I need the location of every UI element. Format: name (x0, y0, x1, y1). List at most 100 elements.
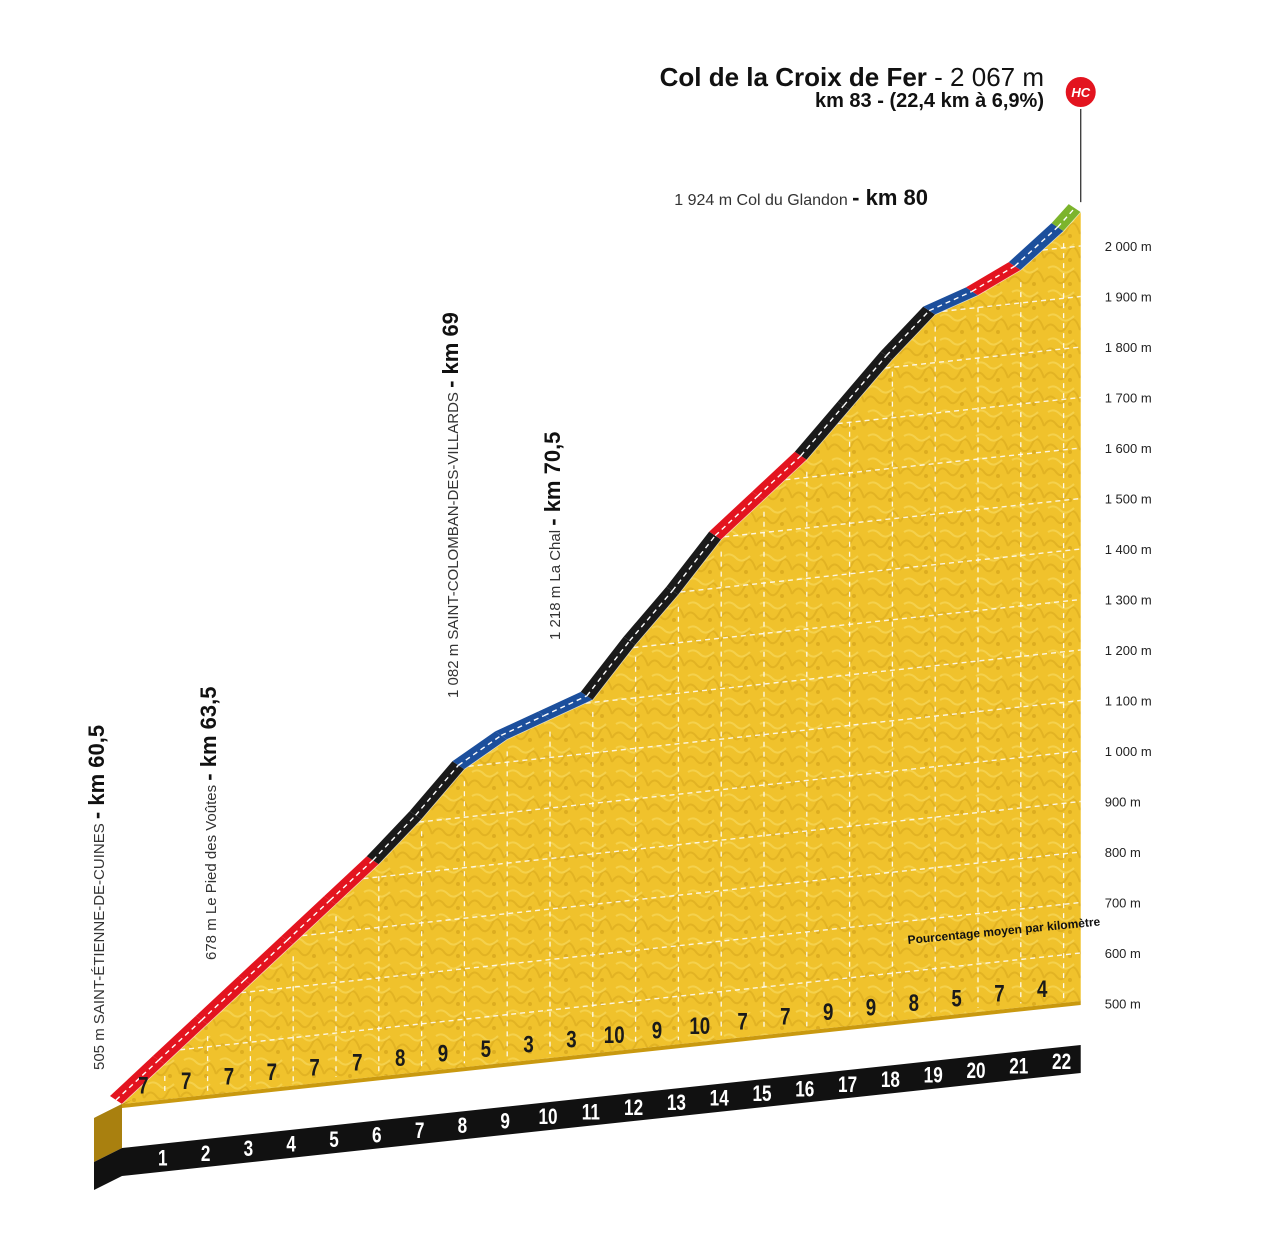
road-centre-dash (800, 405, 845, 457)
y-tick-label: 2 000 m (1105, 239, 1152, 254)
x-tick-label: 1 (158, 1146, 168, 1171)
gridline-1600 (785, 447, 1081, 481)
place-altitude: 1 218 m (547, 582, 564, 640)
place-name: Le Pied des Voûtes (203, 781, 220, 914)
place-km: - km 60,5 (84, 725, 109, 819)
base-km-band (94, 1044, 1081, 1190)
y-tick-label: 1 700 m (1105, 390, 1152, 405)
road-centre-dash (1057, 207, 1076, 228)
y-tick-label: 1 600 m (1105, 441, 1152, 456)
glandon-km: - km 80 (852, 185, 928, 210)
gradient-label: 9 (823, 999, 833, 1026)
place-km: - km 70,5 (540, 432, 565, 526)
road-edge (592, 644, 636, 701)
y-tick-label: 900 m (1105, 794, 1141, 809)
road-edge (635, 594, 679, 646)
x-tick-label: 14 (710, 1087, 729, 1112)
x-tick-label: 22 (1052, 1050, 1071, 1075)
road-centre-dash (843, 355, 887, 407)
road-edge (292, 903, 337, 945)
gradient-label: 7 (994, 981, 1004, 1008)
gridline-1800 (885, 346, 1081, 369)
road-centre-dash (629, 590, 673, 642)
x-tick-label: 4 (286, 1133, 296, 1158)
road-centre-dash (243, 939, 288, 981)
x-tick-label: 15 (752, 1082, 771, 1107)
gradient-label: 5 (481, 1036, 491, 1063)
summit-km: km 83 (814, 90, 872, 113)
gradient-label: 7 (780, 1004, 790, 1031)
hc-badge-label: HC (1071, 85, 1090, 100)
road-edge (164, 1023, 208, 1065)
road-centre-dash (543, 695, 588, 717)
x-tick-label: 9 (500, 1110, 510, 1135)
x-tick-label: 21 (1009, 1054, 1028, 1079)
summit-name: Col de la Croix de Fer (659, 62, 927, 92)
place-km: - km 63,5 (196, 687, 221, 781)
place-name: SAINT-ÉTIENNE-DE-CUINES (91, 819, 108, 1024)
road-centre-dash (286, 899, 331, 941)
road-edge (1020, 230, 1064, 271)
x-tick-label: 10 (538, 1105, 557, 1130)
gradient-label: 3 (566, 1027, 576, 1054)
road-centre-dash (415, 764, 459, 816)
y-tick-label: 1 300 m (1105, 592, 1152, 607)
road-edge (335, 864, 380, 905)
gradient-label: 7 (181, 1068, 191, 1095)
gridline-1100 (468, 699, 1081, 767)
gradient-label: 7 (309, 1054, 319, 1081)
road-edge (977, 269, 1022, 296)
road-centre-dash (158, 1019, 203, 1061)
road-edge (935, 295, 979, 316)
road-edge (464, 739, 508, 770)
y-tick-label: 600 m (1105, 946, 1141, 961)
road-edge (1063, 211, 1082, 232)
road-edge (121, 1063, 166, 1105)
summit-subtitle-line: km 83 - (22,4 km à 6,9%) (660, 91, 1044, 112)
x-tick-label: 3 (244, 1137, 254, 1162)
road-centre-dash (757, 455, 802, 497)
road-segment (409, 761, 465, 820)
gradient-label: 9 (866, 994, 876, 1021)
place-altitude: 1 082 m (445, 640, 462, 698)
road-edge (892, 314, 936, 360)
gridline-600 (180, 952, 1081, 1051)
gridline-800 (302, 851, 1081, 937)
road-edge (849, 359, 893, 410)
gridline-900 (363, 800, 1081, 880)
gradient-label: 9 (652, 1017, 662, 1044)
gradient-label: 4 (1037, 976, 1047, 1003)
road-edge (507, 719, 551, 740)
terrain-area (122, 212, 1081, 1104)
x-tick-label: 12 (624, 1096, 643, 1121)
gradient-label: 8 (909, 990, 919, 1017)
road-centre-dash (714, 495, 759, 537)
place-name: La Chal (547, 526, 564, 582)
gradient-label: 7 (138, 1073, 148, 1100)
road-centre-dash (372, 814, 417, 861)
x-tick-label: 8 (458, 1114, 468, 1139)
y-tick-label: 700 m (1105, 895, 1141, 910)
y-tick-label: 1 000 m (1105, 744, 1152, 759)
road-segment (837, 351, 893, 410)
road-layer (110, 204, 1082, 1105)
gridline-1400 (680, 548, 1081, 593)
x-tick-label: 11 (582, 1100, 600, 1125)
y-tick-label: 1 100 m (1105, 693, 1152, 708)
place-label: 1 082 m SAINT-COLOMBAN-DES-VILLARDS - km… (438, 312, 463, 698)
gradient-label: 3 (523, 1031, 533, 1058)
road-edge (207, 983, 251, 1025)
y-tick-label: 1 800 m (1105, 340, 1152, 355)
base-layer (94, 1000, 1081, 1190)
hc-badge (1063, 75, 1098, 109)
summit-sub-dash: - (871, 90, 890, 113)
y-tick-label: 1 200 m (1105, 643, 1152, 658)
road-centre-dash (928, 290, 973, 312)
summit-title-block: Col de la Croix de Fer - 2 067 m km 83 -… (659, 62, 1044, 112)
summit-altitude: 2 067 m (950, 62, 1044, 92)
gridline-700 (241, 901, 1081, 994)
gridline-1200 (585, 649, 1081, 704)
x-tick-label: 13 (667, 1091, 686, 1116)
